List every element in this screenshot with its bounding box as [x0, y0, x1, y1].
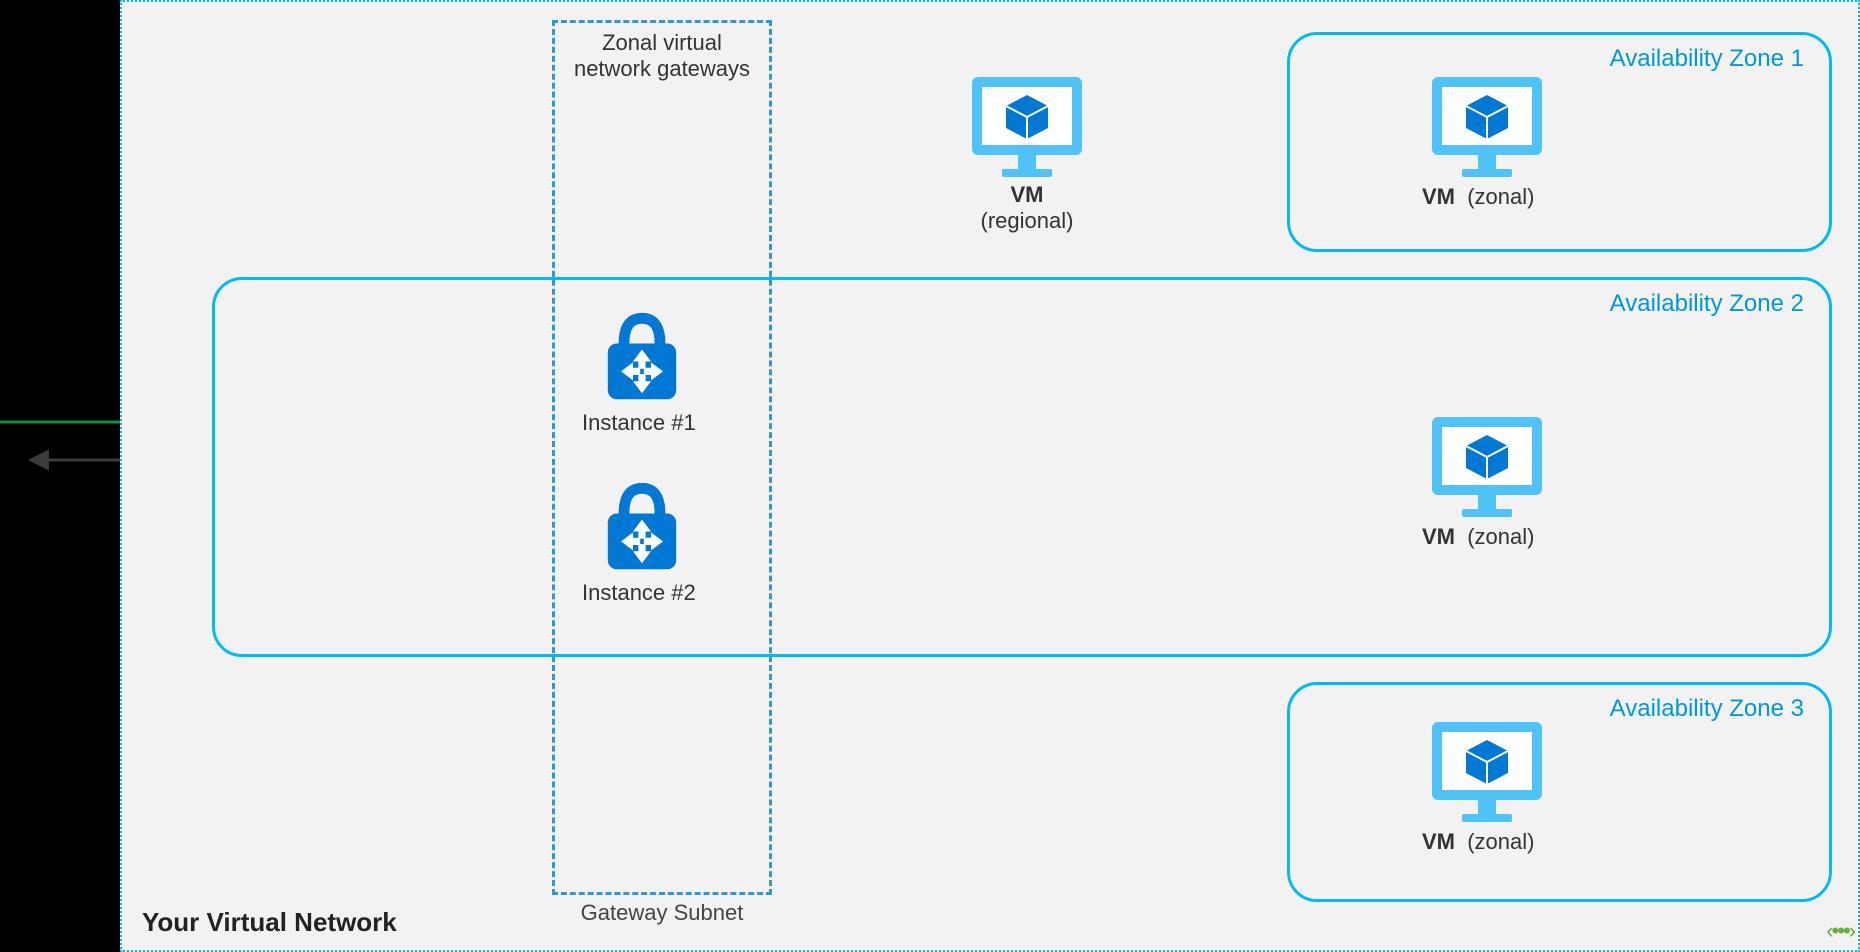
vm-az1-sub: (zonal) — [1467, 184, 1534, 209]
gateway-header: Zonal virtual network gateways — [552, 30, 772, 82]
vm-az3-sub: (zonal) — [1467, 829, 1534, 854]
vm-regional — [972, 77, 1082, 177]
az2-title: Availability Zone 2 — [1610, 290, 1804, 318]
vm-az3 — [1432, 722, 1542, 822]
cube-icon — [1002, 91, 1052, 141]
vm-az2-sub: (zonal) — [1467, 524, 1534, 549]
gateway-subnet-label: Gateway Subnet — [552, 900, 772, 926]
virtual-network-box: Your Virtual Network Zonal virtual netwo… — [120, 0, 1860, 952]
az2-box: Availability Zone 2 — [212, 277, 1832, 657]
cube-icon — [1462, 736, 1512, 786]
cube-icon — [1462, 91, 1512, 141]
vm-az1-label: VM (zonal) — [1422, 184, 1534, 210]
vm-az1 — [1432, 77, 1542, 177]
vm-az2-name: VM — [1422, 524, 1455, 549]
az1-box: Availability Zone 1 — [1287, 32, 1832, 252]
az3-box: Availability Zone 3 — [1287, 682, 1832, 902]
vm-az1-name: VM — [1422, 184, 1455, 209]
cube-icon — [1462, 431, 1512, 481]
gateway-instance-2-icon — [597, 477, 687, 582]
vm-az2 — [1432, 417, 1542, 517]
vm-regional-name: VM — [1011, 182, 1044, 207]
gateway-instance-1-icon — [597, 307, 687, 412]
vnet-title: Your Virtual Network — [142, 907, 397, 938]
instance-1-label: Instance #1 — [582, 410, 696, 436]
vm-regional-label: VM (regional) — [952, 182, 1102, 234]
az3-title: Availability Zone 3 — [1610, 695, 1804, 723]
az1-title: Availability Zone 1 — [1610, 45, 1804, 73]
vm-regional-sub: (regional) — [981, 208, 1074, 233]
gateway-header-l1: Zonal virtual — [552, 30, 772, 56]
gateway-header-l2: network gateways — [552, 56, 772, 82]
vm-az3-label: VM (zonal) — [1422, 829, 1534, 855]
resize-handle-icon: ‹•••› — [1826, 918, 1854, 944]
vm-az2-label: VM (zonal) — [1422, 524, 1534, 550]
vm-az3-name: VM — [1422, 829, 1455, 854]
instance-2-label: Instance #2 — [582, 580, 696, 606]
